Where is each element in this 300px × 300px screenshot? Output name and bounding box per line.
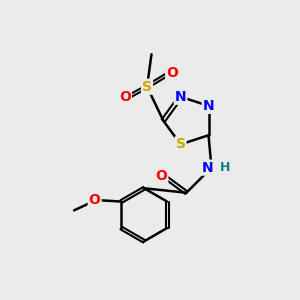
Text: O: O	[89, 193, 100, 207]
Text: O: O	[155, 169, 167, 184]
Text: N: N	[202, 161, 214, 175]
Text: O: O	[119, 90, 131, 104]
Text: H: H	[220, 161, 230, 174]
Text: N: N	[175, 90, 186, 104]
Text: N: N	[203, 99, 214, 113]
Text: S: S	[176, 137, 185, 152]
Text: O: O	[166, 66, 178, 80]
Text: S: S	[142, 80, 152, 94]
